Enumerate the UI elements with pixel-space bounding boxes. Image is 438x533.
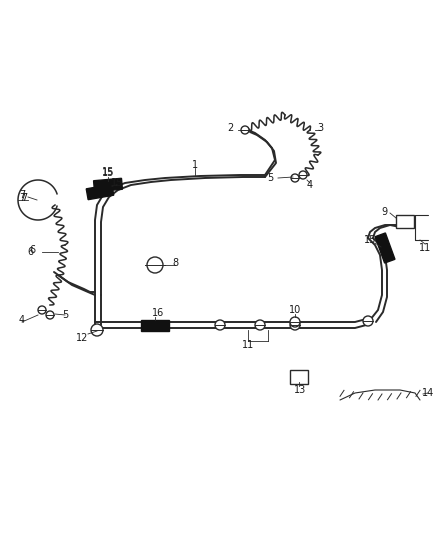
Text: 7: 7 [21, 193, 27, 203]
Circle shape [46, 311, 54, 319]
Text: 16: 16 [152, 308, 164, 318]
Bar [375, 233, 395, 263]
Circle shape [290, 317, 300, 327]
Text: 11: 11 [419, 243, 431, 253]
Text: 12: 12 [76, 333, 88, 343]
Circle shape [291, 174, 299, 182]
Text: 5: 5 [62, 310, 68, 320]
Circle shape [363, 316, 373, 326]
Circle shape [255, 320, 265, 330]
Text: 2: 2 [227, 123, 233, 133]
Circle shape [38, 306, 46, 314]
Circle shape [241, 126, 249, 134]
Text: 1: 1 [192, 160, 198, 170]
Text: 15: 15 [111, 178, 123, 188]
Text: 10: 10 [289, 305, 301, 315]
Bar [94, 179, 123, 192]
Text: 11: 11 [242, 340, 254, 350]
Text: 4: 4 [307, 180, 313, 190]
Text: 15: 15 [102, 167, 114, 177]
Bar [396, 215, 414, 228]
Text: 15: 15 [364, 235, 376, 245]
Circle shape [299, 171, 307, 179]
Bar [290, 370, 308, 384]
Text: 6: 6 [29, 245, 35, 255]
Circle shape [215, 320, 225, 330]
Text: 9: 9 [381, 207, 387, 217]
Text: 15: 15 [102, 168, 114, 178]
Circle shape [91, 324, 103, 336]
Bar [86, 184, 114, 200]
Text: 5: 5 [267, 173, 273, 183]
Text: 14: 14 [422, 388, 434, 398]
Text: 6: 6 [27, 247, 33, 257]
Text: 13: 13 [294, 385, 306, 395]
Text: 8: 8 [172, 258, 178, 268]
Text: 4: 4 [19, 315, 25, 325]
Text: 7: 7 [19, 193, 25, 203]
Bar [141, 319, 169, 330]
Text: 3: 3 [317, 123, 323, 133]
Text: 7: 7 [19, 190, 25, 200]
Circle shape [290, 320, 300, 330]
Circle shape [147, 257, 163, 273]
